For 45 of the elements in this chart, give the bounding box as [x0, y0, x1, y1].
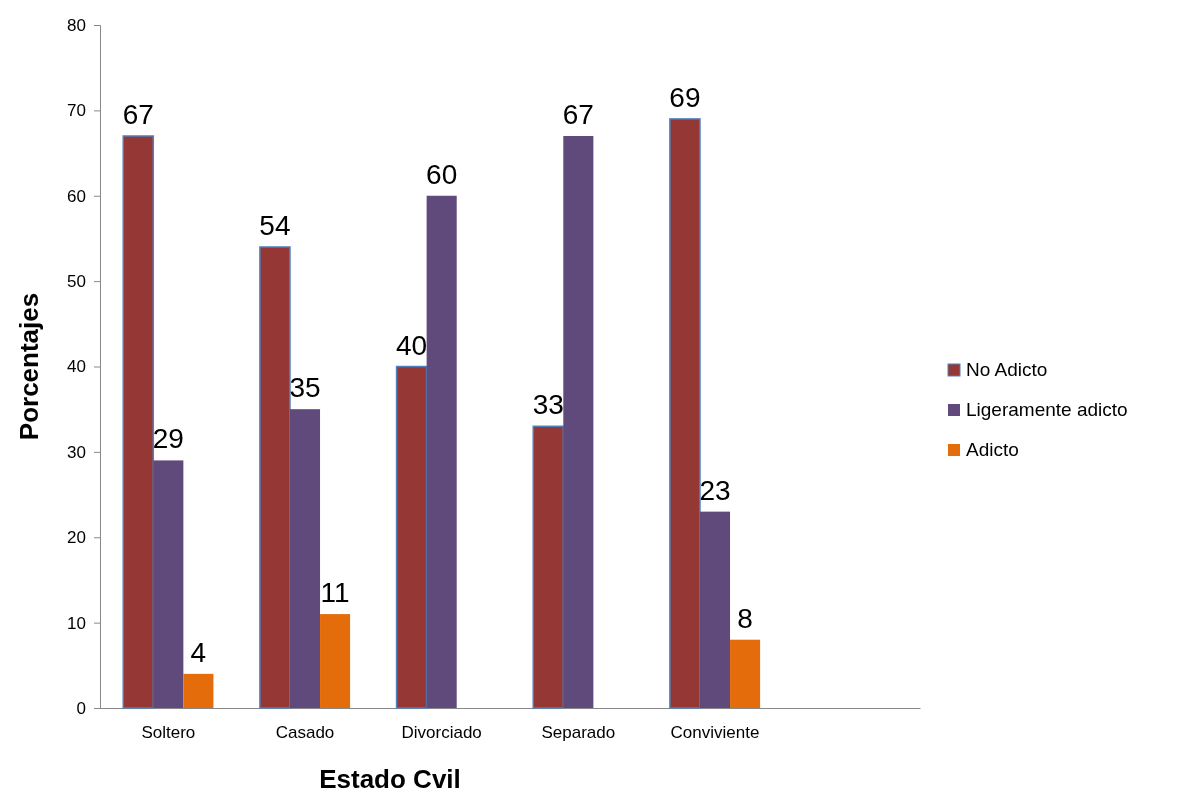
y-tick-label: 20 — [67, 528, 86, 548]
bar — [289, 409, 321, 708]
bar — [259, 246, 291, 709]
data-label: 4 — [190, 636, 207, 668]
y-tick-label: 50 — [67, 272, 86, 292]
data-label: 11 — [320, 577, 350, 609]
legend-label: Ligeramente adicto — [966, 399, 1128, 420]
data-label: 40 — [396, 329, 428, 361]
bar — [699, 511, 731, 708]
y-tick-label: 30 — [67, 442, 86, 462]
bar — [320, 614, 351, 708]
data-label: 29 — [152, 423, 184, 455]
bar — [395, 365, 428, 709]
y-tick-label: 80 — [67, 15, 86, 35]
x-tick-label: Casado — [275, 723, 335, 743]
data-label: 67 — [562, 98, 594, 130]
data-label: 23 — [699, 474, 731, 506]
bar — [122, 135, 155, 709]
x-tick-label: Conviviente — [670, 723, 760, 743]
legend-label: Adicto — [966, 439, 1019, 460]
bar — [183, 673, 214, 708]
data-label: 54 — [259, 209, 291, 241]
bar — [563, 135, 594, 708]
y-tick-label: 70 — [67, 101, 86, 121]
data-label: 67 — [122, 98, 154, 130]
data-label: 35 — [289, 372, 321, 404]
bar — [532, 425, 565, 709]
bar — [730, 639, 761, 708]
x-tick-label: Divorciado — [401, 723, 482, 743]
legend-label: No Adicto — [966, 359, 1048, 380]
x-axis-title: Estado Cvil — [319, 764, 461, 794]
y-tick-label: 10 — [67, 613, 86, 633]
bar — [426, 195, 457, 708]
y-tick-label: 60 — [67, 186, 86, 206]
data-label: 69 — [669, 81, 701, 113]
x-tick-label: Soltero — [141, 723, 196, 743]
data-label: 60 — [426, 158, 458, 190]
data-label: 8 — [737, 602, 753, 634]
x-tick-label: Separado — [541, 723, 616, 743]
bar — [669, 118, 701, 709]
y-tick-label: 0 — [76, 698, 86, 718]
data-label: 33 — [532, 389, 564, 421]
bar — [153, 460, 184, 708]
y-tick-label: 40 — [67, 357, 86, 377]
y-axis-title: Porcentajes — [14, 292, 44, 441]
